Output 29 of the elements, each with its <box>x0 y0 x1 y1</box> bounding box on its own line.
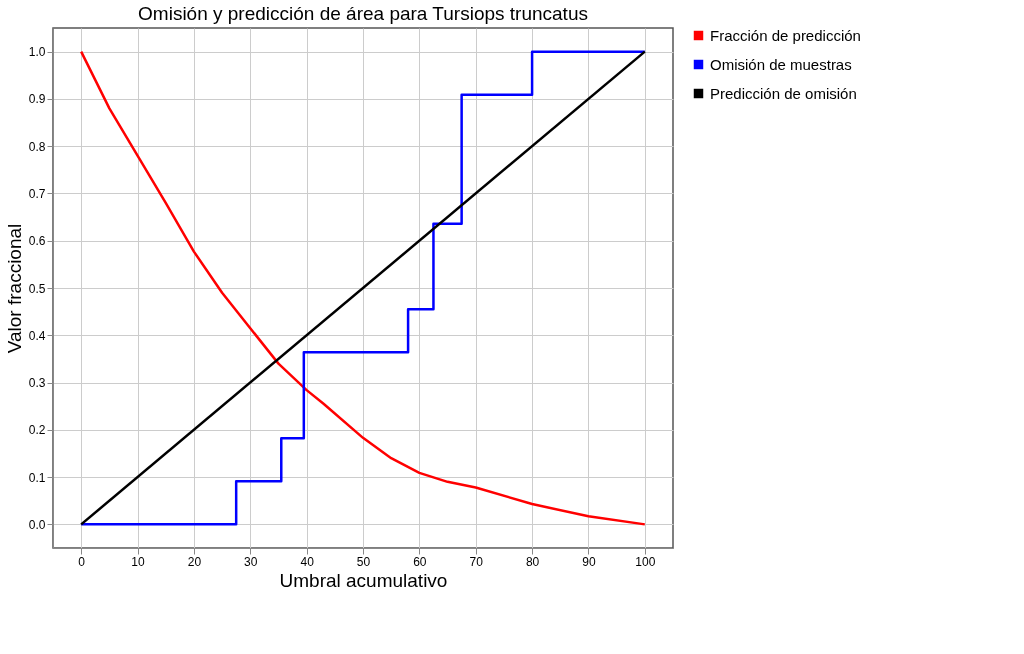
x-tick-label: 20 <box>187 554 202 569</box>
x-axis-title: Umbral acumulativo <box>279 569 448 591</box>
legend-label: Fracción de predicción <box>710 26 861 44</box>
y-tick-label: 0.2 <box>28 423 46 438</box>
legend-label: Predicción de omisión <box>710 84 857 102</box>
x-tick-label: 60 <box>413 554 427 569</box>
x-tick-label: 80 <box>525 554 540 569</box>
y-tick-label: 1.0 <box>28 45 46 60</box>
y-tick-label: 0.9 <box>28 92 46 107</box>
y-tick-label: 0.4 <box>28 328 46 343</box>
x-tick-label: 90 <box>582 554 596 569</box>
y-tick-label: 0.0 <box>28 517 46 532</box>
y-tick-label: 0.1 <box>28 470 46 485</box>
legend-label: Omisión de muestras <box>710 55 852 73</box>
chart-title: Omisión y predicción de área para Tursiops truncatus <box>138 3 588 24</box>
y-axis-title: Valor fraccional <box>3 223 25 354</box>
y-tick-label: 0.7 <box>28 186 46 201</box>
x-tick-label: 30 <box>244 554 258 569</box>
y-tick-label: 0.6 <box>28 234 46 249</box>
line-series <box>79 50 647 526</box>
x-tick-label: 70 <box>469 554 484 569</box>
y-tick-label: 0.3 <box>28 376 46 391</box>
x-tick-label: 10 <box>131 554 146 569</box>
y-tick-label: 0.8 <box>28 139 46 154</box>
x-tick-label: 100 <box>635 554 656 569</box>
x-tick-label: 0 <box>78 554 86 569</box>
x-tick-label: 40 <box>300 554 315 569</box>
x-tick-label: 50 <box>356 554 371 569</box>
y-tick-label: 0.5 <box>28 281 46 296</box>
